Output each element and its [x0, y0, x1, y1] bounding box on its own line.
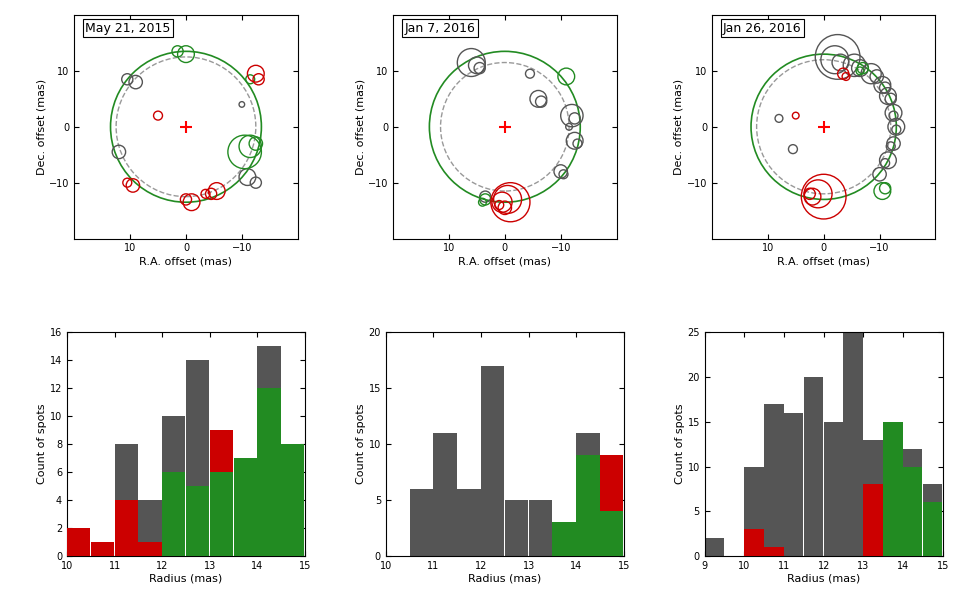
Bar: [139, 542, 162, 556]
Bar: [528, 500, 552, 556]
Y-axis label: Dec. offset (mas): Dec. offset (mas): [355, 79, 365, 175]
Y-axis label: Count of spots: Count of spots: [37, 404, 47, 484]
Bar: [765, 404, 784, 556]
Bar: [139, 500, 162, 556]
Bar: [923, 484, 943, 556]
Bar: [745, 466, 764, 556]
Bar: [704, 538, 724, 556]
Text: May 21, 2015: May 21, 2015: [85, 22, 170, 35]
Text: Jan 7, 2016: Jan 7, 2016: [404, 22, 475, 35]
Bar: [257, 500, 280, 556]
X-axis label: R.A. offset (mas): R.A. offset (mas): [458, 256, 551, 266]
Bar: [903, 466, 923, 556]
Bar: [234, 486, 256, 556]
Bar: [863, 440, 882, 556]
Bar: [804, 377, 823, 556]
X-axis label: R.A. offset (mas): R.A. offset (mas): [777, 256, 870, 266]
Bar: [162, 472, 186, 556]
Bar: [67, 528, 90, 556]
Bar: [305, 458, 328, 556]
Bar: [162, 416, 186, 556]
Bar: [234, 458, 256, 556]
Bar: [765, 547, 784, 556]
Bar: [883, 422, 902, 556]
Bar: [576, 433, 599, 556]
Bar: [457, 489, 480, 556]
Bar: [552, 534, 576, 556]
Bar: [943, 538, 957, 556]
Bar: [600, 456, 623, 556]
Bar: [624, 522, 647, 556]
Y-axis label: Dec. offset (mas): Dec. offset (mas): [674, 79, 684, 175]
Bar: [552, 522, 576, 556]
Bar: [624, 545, 647, 556]
Bar: [824, 422, 843, 556]
Bar: [883, 493, 902, 556]
Bar: [923, 538, 943, 556]
Bar: [186, 500, 210, 556]
Y-axis label: Count of spots: Count of spots: [675, 404, 684, 484]
Bar: [863, 484, 882, 556]
Bar: [745, 529, 764, 556]
Bar: [903, 511, 923, 556]
Bar: [115, 500, 138, 556]
Y-axis label: Count of spots: Count of spots: [356, 404, 366, 484]
Bar: [624, 534, 647, 556]
Bar: [210, 472, 234, 556]
X-axis label: Radius (mas): Radius (mas): [468, 573, 542, 584]
Bar: [923, 502, 943, 556]
X-axis label: R.A. offset (mas): R.A. offset (mas): [140, 256, 233, 266]
Bar: [410, 489, 433, 556]
Bar: [91, 542, 114, 556]
Bar: [576, 456, 599, 556]
Bar: [600, 511, 623, 556]
Bar: [210, 430, 234, 556]
Bar: [115, 444, 138, 556]
Bar: [505, 500, 528, 556]
Bar: [257, 346, 280, 556]
Bar: [305, 542, 328, 556]
Bar: [843, 332, 863, 556]
Bar: [257, 388, 280, 556]
Bar: [434, 433, 456, 556]
Bar: [281, 444, 304, 556]
Y-axis label: Dec. offset (mas): Dec. offset (mas): [36, 79, 46, 175]
Bar: [784, 413, 804, 556]
Text: Jan 26, 2016: Jan 26, 2016: [723, 22, 802, 35]
Bar: [903, 448, 923, 556]
Bar: [481, 366, 504, 556]
Bar: [600, 489, 623, 556]
Bar: [186, 486, 210, 556]
X-axis label: Radius (mas): Radius (mas): [787, 573, 860, 584]
Bar: [186, 361, 210, 556]
Bar: [883, 440, 902, 556]
Bar: [281, 528, 304, 556]
X-axis label: Radius (mas): Radius (mas): [149, 573, 223, 584]
Bar: [305, 500, 328, 556]
Bar: [943, 538, 957, 556]
